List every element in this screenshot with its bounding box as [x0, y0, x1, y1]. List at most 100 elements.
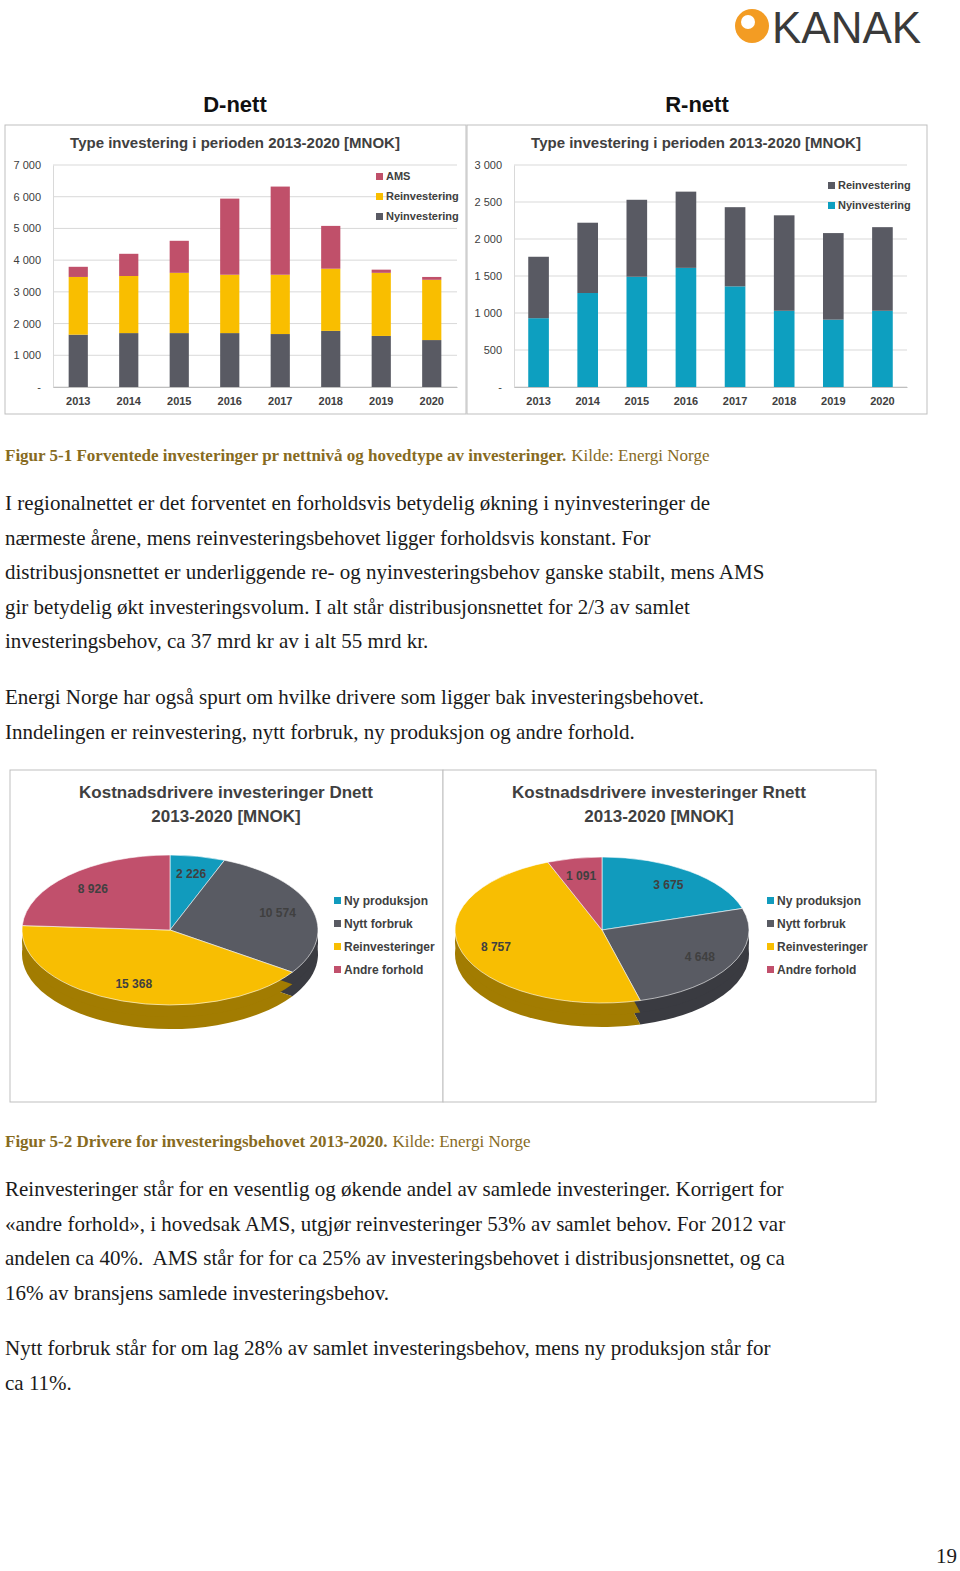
chart-frame	[5, 125, 466, 414]
y-tick-label: -	[498, 381, 502, 393]
legend-label: Reinvesteringer	[777, 940, 868, 954]
bar	[872, 227, 893, 311]
bar	[170, 273, 189, 333]
x-tick: 2017	[268, 395, 292, 407]
y-tick-label: 6 000	[13, 191, 41, 203]
axis-line	[53, 166, 54, 388]
data-label: 15 368	[115, 977, 152, 991]
caption: Figur 5-2 Drivere for investeringsbehove…	[5, 1132, 531, 1151]
legend-label: Nyinvestering	[386, 210, 459, 222]
bar	[170, 241, 189, 273]
x-tick-label: 2020	[420, 395, 444, 407]
x-tick: 2016	[674, 395, 698, 407]
bar	[372, 273, 391, 336]
legend-label: Reinvesteringer	[344, 940, 435, 954]
y-tick: 4 000	[13, 254, 41, 266]
legend: AMSReinvesteringNyinvestering	[376, 170, 459, 222]
bar	[725, 286, 746, 387]
y-tick: 3 000	[474, 159, 502, 171]
legend-marker	[767, 920, 774, 927]
data-label: 8 757	[481, 940, 511, 954]
data-label: 8 926	[78, 882, 108, 896]
x-tick-label: 2016	[218, 395, 242, 407]
paragraph: I regionalnettet er det forventet en for…	[5, 491, 764, 653]
x-tick: 2017	[723, 395, 747, 407]
slice	[455, 862, 640, 1003]
legend-marker	[376, 193, 383, 200]
axis-line	[54, 387, 458, 388]
y-tick: 7 000	[13, 159, 41, 171]
x-tick-label: 2019	[821, 395, 845, 407]
x-tick: 2014	[117, 395, 142, 407]
slice	[548, 857, 602, 930]
legend-marker	[767, 897, 774, 904]
y-tick: 2 500	[474, 196, 502, 208]
x-tick-label: 2017	[268, 395, 292, 407]
y-tick-label: 1 500	[474, 270, 502, 282]
legend-marker	[334, 943, 341, 950]
x-tick-label: 2015	[625, 395, 649, 407]
x-tick: 2019	[821, 395, 845, 407]
heading: D-nett	[203, 92, 267, 117]
paragraph: Nytt forbruk står for om lag 28% av saml…	[5, 1336, 771, 1395]
legend-marker	[376, 213, 383, 220]
x-tick: 2020	[870, 395, 894, 407]
grid-line	[514, 350, 907, 351]
grid-line	[514, 239, 907, 240]
logo-icon-inner	[741, 15, 755, 29]
paragraph-line: ca 11%.	[5, 1371, 72, 1395]
bar	[321, 331, 340, 387]
y-tick-label: 4 000	[13, 254, 41, 266]
bar	[422, 280, 441, 340]
paragraph-line: Nytt forbruk står for om lag 28% av saml…	[5, 1336, 771, 1360]
paragraph-line: distribusjonsnettet er underliggende re-…	[5, 560, 764, 584]
chart-frame	[10, 770, 443, 1102]
x-tick: 2018	[319, 395, 343, 407]
paragraph-line: andelen ca 40%. AMS står for for ca 25% …	[5, 1246, 785, 1270]
grid-line	[53, 387, 457, 388]
y-axis: -5001 0001 5002 0002 5003 000	[474, 159, 514, 393]
paragraph-line: I regionalnettet er det forventet en for…	[5, 491, 710, 515]
x-axis: 20132014201520162017201820192020	[515, 388, 908, 407]
bar	[271, 334, 290, 387]
chart-frame	[443, 770, 876, 1102]
bar	[676, 192, 697, 268]
bar	[220, 199, 239, 275]
legend-label: Nytt forbruk	[777, 917, 846, 931]
data-label: 4 648	[685, 950, 715, 964]
legend: ReinvesteringNyinvestering	[828, 179, 911, 211]
bar	[372, 270, 391, 273]
paragraph-line: Reinvesteringer står for en vesentlig og…	[5, 1177, 783, 1201]
x-tick-label: 2019	[369, 395, 393, 407]
bar	[577, 293, 598, 387]
pie-chart: Kostnadsdrivere investeringer Rnett2013-…	[443, 770, 876, 1102]
paragraph: Energi Norge har også spurt om hvilke dr…	[5, 685, 704, 744]
y-tick: 500	[484, 344, 502, 356]
x-tick: 2015	[625, 395, 649, 407]
x-tick: 2020	[420, 395, 444, 407]
legend-marker	[828, 202, 835, 209]
y-tick-label: 2 500	[474, 196, 502, 208]
bar	[774, 215, 795, 310]
grid-line	[53, 355, 457, 356]
x-tick: 2018	[772, 395, 796, 407]
logo: KANAK	[735, 3, 921, 52]
bar	[626, 277, 647, 387]
legend-label: Ny produksjon	[777, 894, 861, 908]
slice	[22, 926, 292, 1005]
bar	[69, 267, 88, 277]
x-tick-label: 2015	[167, 395, 191, 407]
bar	[872, 311, 893, 387]
paragraph-line: Inndelingen er reinvestering, nytt forbr…	[5, 720, 635, 744]
page-number: 19	[936, 1544, 957, 1568]
bar	[69, 335, 88, 387]
bar	[170, 333, 189, 387]
y-tick: 2 000	[13, 318, 41, 330]
grid-line	[514, 165, 907, 166]
slice	[22, 855, 170, 930]
paragraph: Reinvesteringer står for en vesentlig og…	[5, 1177, 785, 1305]
y-tick-label: 1 000	[13, 349, 41, 361]
data-label: 10 574	[259, 906, 296, 920]
legend-marker	[376, 173, 383, 180]
paragraph-line: «andre forhold», i hovedsak AMS, utgjør …	[5, 1212, 785, 1236]
